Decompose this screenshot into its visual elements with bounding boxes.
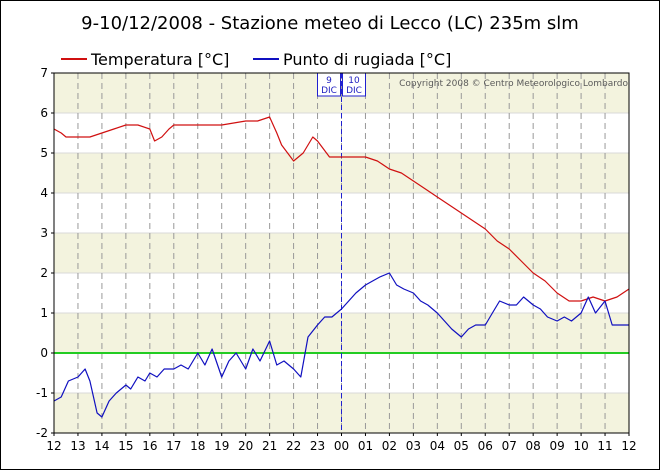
x-tick-label: 16 [142,439,157,453]
x-tick-label: 12 [46,439,61,453]
series-group [53,116,630,418]
y-tick-label: 7 [40,66,48,80]
y-tick-label: 3 [40,226,48,240]
y-tick-label: -2 [36,426,48,440]
x-tick-label: 22 [286,439,301,453]
y-tick-label: 0 [40,346,48,360]
x-tick-label: 05 [454,439,469,453]
copyright-text: Copyright 2008 © Centro Meteorologico Lo… [399,79,628,89]
date-label-month-after: DIC [346,86,362,96]
x-tick-label: 23 [310,439,325,453]
x-tick-label: 15 [118,439,133,453]
x-tick-label: 01 [358,439,373,453]
y-tick-label: -1 [36,386,48,400]
x-tick-label: 02 [382,439,397,453]
y-axis-ticks: -2 -1 0 1 2 3 4 5 6 7 [36,66,54,440]
x-tick-label: 21 [262,439,277,453]
x-tick-label: 12 [621,439,636,453]
series-line-temperature [53,116,630,302]
x-tick-label: 14 [94,439,109,453]
x-tick-label: 17 [166,439,181,453]
legend-label-dewpoint: Punto di rugiada [°C] [283,50,451,69]
date-label-day-after: 10 [348,76,360,86]
y-tick-label: 2 [40,266,48,280]
x-tick-label: 08 [526,439,541,453]
x-tick-label: 11 [597,439,612,453]
y-tick-label: 4 [40,186,48,200]
x-tick-label: 00 [334,439,349,453]
x-axis-ticks: 12 13 14 15 16 17 18 19 20 21 22 23 00 01 02 03 04 05 06 07… [46,433,637,453]
chart-title: 9-10/12/2008 - Stazione meteo di Lecco (… [81,13,579,34]
x-tick-label: 04 [430,439,445,453]
series-line-dewpoint [53,272,629,418]
y-tick-label: 1 [40,306,48,320]
x-tick-label: 13 [70,439,85,453]
x-tick-label: 20 [238,439,253,453]
x-tick-label: 09 [549,439,564,453]
x-tick-label: 03 [406,439,421,453]
date-label-month-before: DIC [321,86,337,96]
y-tick-label: 5 [40,146,48,160]
x-tick-label: 19 [214,439,229,453]
x-tick-label: 10 [573,439,588,453]
x-tick-label: 06 [478,439,493,453]
legend: Temperatura [°C] Punto di rugiada [°C] [61,50,451,69]
date-label-day-before: 9 [326,76,332,86]
x-tick-label: 07 [502,439,517,453]
legend-label-temperature: Temperatura [°C] [90,50,229,69]
x-tick-label: 18 [190,439,205,453]
y-tick-label: 6 [40,106,48,120]
